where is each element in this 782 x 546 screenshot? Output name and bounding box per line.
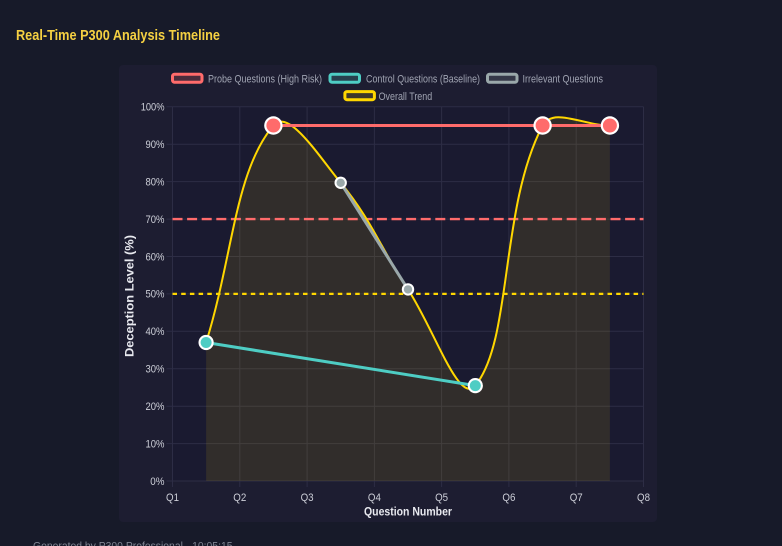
svg-text:Irrelevant Questions: Irrelevant Questions bbox=[523, 73, 604, 85]
svg-text:10%: 10% bbox=[146, 438, 165, 450]
svg-text:30%: 30% bbox=[146, 364, 165, 376]
svg-text:Q3: Q3 bbox=[301, 492, 314, 504]
svg-text:Q6: Q6 bbox=[502, 492, 515, 504]
svg-text:80%: 80% bbox=[146, 176, 165, 188]
svg-text:Overall Trend: Overall Trend bbox=[379, 91, 433, 103]
svg-text:Probe Questions (High Risk): Probe Questions (High Risk) bbox=[208, 73, 322, 85]
svg-text:90%: 90% bbox=[146, 139, 165, 151]
svg-text:70%: 70% bbox=[146, 214, 165, 226]
svg-text:Q8: Q8 bbox=[637, 492, 650, 504]
svg-text:Q2: Q2 bbox=[233, 492, 246, 504]
svg-text:60%: 60% bbox=[146, 251, 165, 263]
svg-text:40%: 40% bbox=[146, 326, 165, 338]
svg-text:Q1: Q1 bbox=[166, 492, 179, 504]
svg-text:Q7: Q7 bbox=[570, 492, 583, 504]
svg-text:50%: 50% bbox=[146, 289, 165, 301]
svg-text:Real-Time P300 Analysis Timeli: Real-Time P300 Analysis Timeline bbox=[16, 28, 220, 44]
svg-text:100%: 100% bbox=[141, 102, 165, 114]
svg-text:Question Number: Question Number bbox=[364, 505, 452, 519]
svg-text:Control Questions (Baseline): Control Questions (Baseline) bbox=[366, 73, 480, 85]
svg-text:Q5: Q5 bbox=[435, 492, 448, 504]
svg-text:Generated by P300 Professional: Generated by P300 Professional - 10:05:1… bbox=[33, 541, 233, 546]
svg-text:Deception Level (%): Deception Level (%) bbox=[123, 235, 137, 357]
svg-text:20%: 20% bbox=[146, 401, 165, 413]
svg-text:Q4: Q4 bbox=[368, 492, 381, 504]
svg-text:0%: 0% bbox=[150, 476, 164, 488]
